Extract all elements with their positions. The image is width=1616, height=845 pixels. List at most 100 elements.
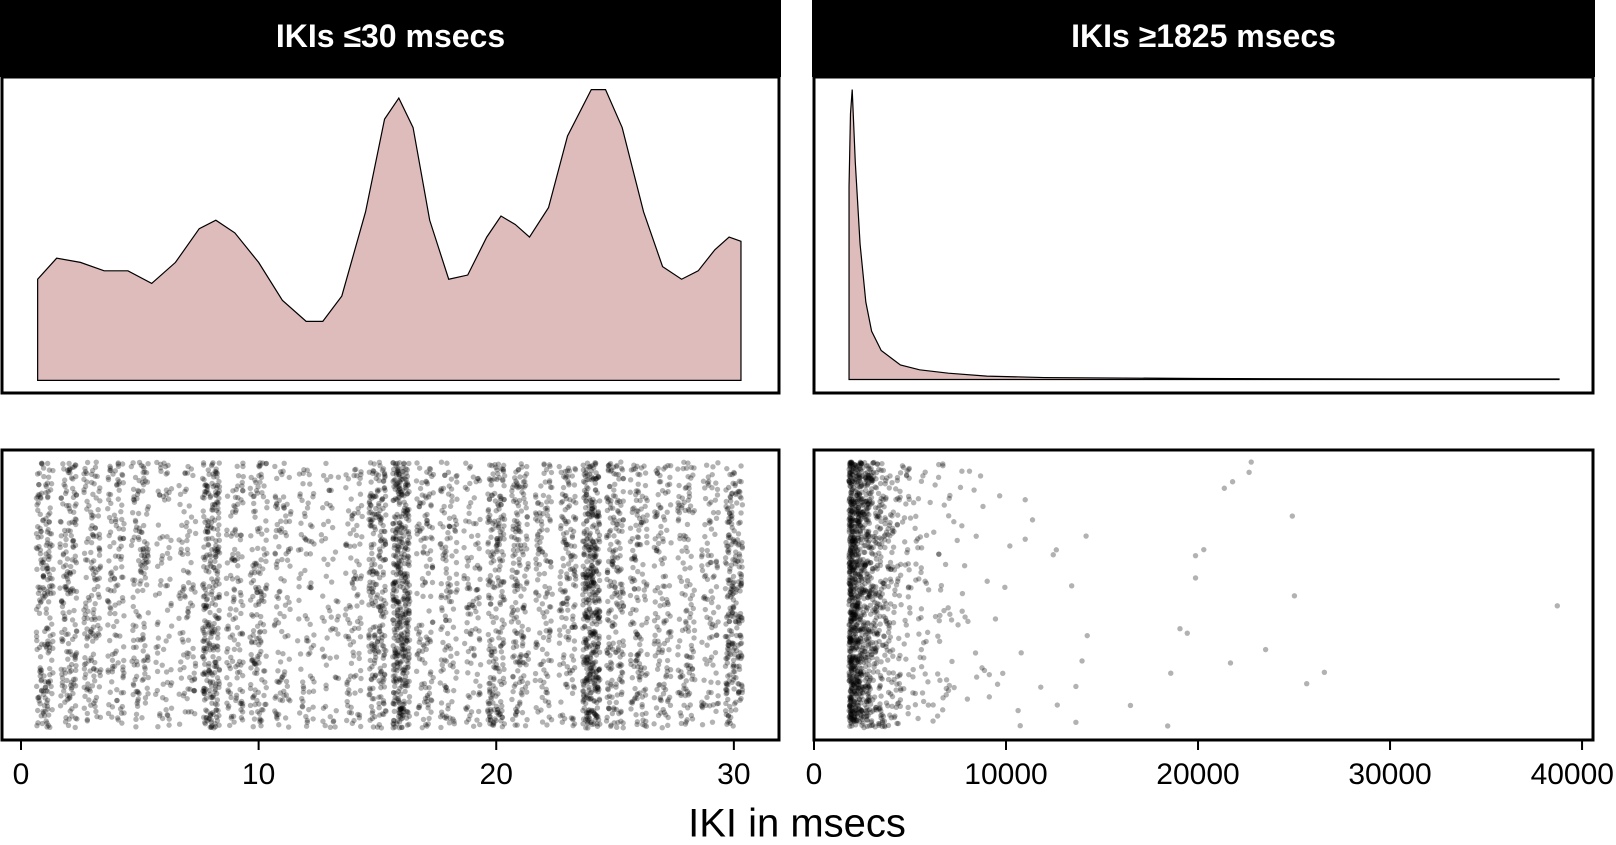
point <box>278 677 284 683</box>
point <box>283 692 289 698</box>
point <box>107 467 114 474</box>
panel-title: IKIs ≤30 msecs <box>276 18 505 54</box>
point <box>449 553 455 559</box>
point <box>443 570 449 576</box>
point <box>488 595 494 601</box>
point <box>83 604 89 610</box>
point <box>406 534 413 540</box>
point <box>355 591 361 598</box>
point <box>713 584 720 590</box>
point <box>213 469 219 475</box>
point <box>251 508 257 515</box>
point <box>82 693 88 700</box>
point <box>211 628 217 635</box>
point <box>68 661 75 668</box>
point <box>82 468 89 475</box>
point <box>231 557 238 564</box>
point <box>573 500 579 506</box>
point <box>84 716 91 723</box>
point <box>383 512 389 518</box>
point <box>704 694 710 701</box>
point <box>130 603 136 610</box>
point <box>702 572 709 579</box>
point <box>614 539 620 545</box>
point <box>239 630 245 636</box>
point <box>729 524 735 531</box>
point <box>300 481 306 487</box>
point <box>212 602 219 608</box>
point <box>493 464 499 470</box>
point <box>273 604 280 610</box>
point <box>48 590 54 597</box>
point <box>140 559 146 565</box>
point <box>211 546 218 552</box>
point <box>728 628 734 634</box>
point <box>98 667 104 673</box>
point <box>119 461 126 467</box>
point <box>46 665 53 672</box>
point <box>45 712 52 718</box>
point <box>373 471 379 477</box>
point <box>35 694 41 701</box>
point <box>45 565 51 571</box>
point <box>589 524 596 530</box>
point <box>177 595 183 602</box>
point <box>357 491 364 497</box>
point <box>702 606 708 613</box>
point <box>372 657 378 664</box>
point <box>510 560 517 566</box>
point <box>368 676 375 683</box>
point <box>357 687 364 694</box>
point <box>681 702 687 708</box>
point <box>476 637 483 643</box>
point <box>64 677 70 684</box>
point <box>366 635 372 641</box>
point <box>213 659 219 666</box>
point <box>211 725 217 731</box>
point <box>382 583 388 590</box>
point <box>281 505 287 511</box>
point <box>609 710 616 717</box>
point <box>263 537 269 543</box>
point <box>644 526 650 532</box>
point <box>676 616 683 622</box>
point <box>96 547 103 554</box>
point <box>328 579 335 585</box>
point <box>136 614 143 620</box>
point <box>724 548 731 554</box>
point <box>186 650 192 657</box>
point <box>215 490 221 496</box>
point <box>486 496 493 502</box>
point <box>43 718 49 724</box>
point <box>367 522 373 529</box>
point <box>93 694 100 701</box>
point <box>515 619 522 625</box>
point <box>684 653 691 659</box>
point <box>261 692 267 699</box>
point <box>214 714 220 720</box>
point <box>402 574 409 581</box>
point <box>62 483 68 490</box>
point <box>582 571 588 577</box>
point <box>273 564 280 571</box>
point <box>81 471 87 477</box>
point <box>72 653 78 659</box>
point <box>508 534 515 540</box>
point <box>131 497 137 503</box>
point <box>38 460 45 467</box>
point <box>732 482 738 489</box>
point <box>200 688 206 694</box>
point <box>524 513 530 520</box>
point <box>493 536 500 542</box>
point <box>518 508 525 514</box>
point <box>209 535 215 542</box>
point <box>282 715 289 721</box>
point <box>438 657 445 663</box>
point <box>348 660 355 667</box>
point <box>106 637 113 644</box>
point <box>541 570 548 577</box>
point <box>213 595 220 601</box>
point <box>474 671 481 678</box>
point <box>595 474 601 480</box>
point <box>470 690 477 696</box>
